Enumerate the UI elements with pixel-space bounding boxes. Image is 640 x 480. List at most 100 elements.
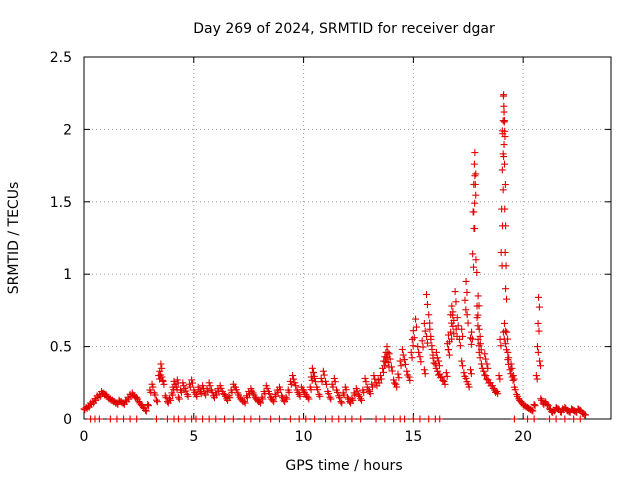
data-point	[286, 415, 294, 423]
data-point	[206, 382, 214, 390]
data-point	[436, 415, 444, 423]
data-point	[292, 382, 300, 390]
data-point	[314, 386, 322, 394]
data-point	[383, 354, 391, 362]
data-point	[463, 288, 471, 296]
data-point	[397, 362, 405, 370]
data-point	[401, 356, 409, 364]
data-point	[229, 415, 237, 423]
data-point	[120, 415, 128, 423]
data-point	[500, 102, 508, 110]
data-point	[453, 314, 461, 322]
data-point	[499, 186, 507, 194]
data-point	[464, 319, 472, 327]
data-point	[489, 384, 497, 392]
data-point	[162, 394, 170, 402]
y-tick-label: 0.5	[50, 340, 72, 356]
data-point	[240, 398, 248, 406]
data-point	[500, 335, 508, 343]
data-point	[502, 262, 510, 270]
data-point	[401, 415, 409, 423]
data-point	[501, 181, 509, 189]
data-point	[546, 415, 554, 423]
data-point	[267, 415, 275, 423]
data-point	[421, 370, 429, 378]
data-point	[535, 293, 543, 301]
data-point	[543, 401, 551, 409]
data-point	[570, 415, 578, 423]
data-point	[456, 342, 464, 350]
y-tick-label: 0	[63, 412, 72, 428]
data-point	[226, 394, 234, 402]
data-point	[302, 415, 310, 423]
data-point	[408, 354, 416, 362]
data-point	[390, 379, 398, 387]
data-point	[449, 311, 457, 319]
data-point	[212, 415, 220, 423]
data-point	[240, 415, 248, 423]
data-point	[475, 325, 483, 333]
data-point	[348, 395, 356, 403]
data-point	[370, 372, 378, 380]
data-point	[320, 371, 328, 379]
data-point	[156, 367, 164, 375]
data-point	[484, 364, 492, 372]
data-point	[439, 376, 447, 384]
data-point	[377, 375, 385, 383]
data-point	[376, 372, 384, 380]
data-point	[458, 357, 466, 365]
data-point	[576, 415, 584, 423]
data-point	[472, 256, 480, 264]
data-point	[385, 363, 393, 371]
data-point	[317, 374, 325, 382]
data-point	[476, 354, 484, 362]
data-point	[405, 373, 413, 381]
data-point	[342, 386, 350, 394]
data-point	[462, 306, 470, 314]
data-point	[228, 388, 236, 396]
data-point	[269, 396, 277, 404]
data-point	[472, 191, 480, 199]
data-point	[418, 337, 426, 345]
data-point	[308, 364, 316, 372]
data-point	[423, 300, 431, 308]
data-point	[170, 386, 178, 394]
data-point	[381, 362, 389, 370]
data-point	[241, 399, 249, 407]
data-point	[408, 335, 416, 343]
data-point	[325, 390, 333, 398]
data-point	[427, 332, 435, 340]
data-point	[333, 388, 341, 396]
data-point	[448, 302, 456, 310]
data-point	[144, 401, 152, 409]
data-point	[188, 379, 196, 387]
data-point	[126, 415, 134, 423]
data-point	[477, 346, 485, 354]
data-point	[475, 302, 483, 310]
data-point	[149, 383, 157, 391]
data-point	[466, 366, 474, 374]
data-point	[322, 377, 330, 385]
data-point	[369, 383, 377, 391]
axis-ticks	[83, 56, 611, 420]
grid-lines	[84, 57, 611, 419]
data-point	[394, 370, 402, 378]
data-point	[390, 415, 398, 423]
data-point	[502, 340, 510, 348]
data-point	[258, 393, 266, 401]
data-point	[204, 387, 212, 395]
data-point	[440, 377, 448, 385]
data-point	[193, 392, 201, 400]
data-point	[372, 415, 380, 423]
data-point	[470, 208, 478, 216]
data-point	[289, 375, 297, 383]
data-point	[535, 327, 543, 335]
data-point	[533, 375, 541, 383]
data-point	[474, 322, 482, 330]
data-point	[170, 377, 178, 385]
data-point	[465, 383, 473, 391]
data-point	[406, 376, 414, 384]
data-point	[337, 398, 345, 406]
data-point	[524, 415, 532, 423]
